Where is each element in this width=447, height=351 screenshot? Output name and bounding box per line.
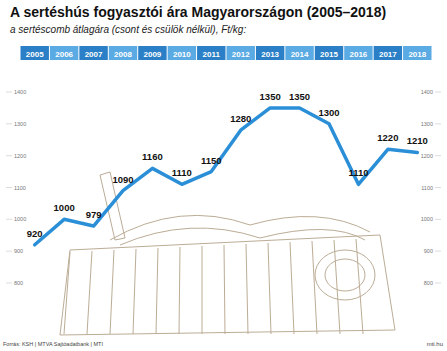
- y-tick: [6, 92, 12, 93]
- hatch: [179, 247, 180, 334]
- hatch: [334, 240, 340, 334]
- x-tick-label: 2012: [232, 50, 250, 59]
- y-tick: [435, 123, 441, 124]
- y-tick-label: 1100: [14, 185, 26, 191]
- sausage: [325, 259, 365, 291]
- x-tick-label: 2007: [85, 50, 103, 59]
- hatch: [156, 248, 158, 334]
- year-box: [227, 46, 255, 60]
- x-tick-label: 2006: [55, 50, 73, 59]
- data-label: 1110: [172, 167, 192, 178]
- hatch: [133, 249, 136, 334]
- year-box: [50, 46, 78, 60]
- year-box: [197, 46, 225, 60]
- hatch: [87, 251, 92, 334]
- x-tick-label: 2013: [261, 50, 279, 59]
- data-label: 1220: [377, 132, 398, 143]
- y-tick-label: 1400: [421, 89, 433, 95]
- y-tick: [6, 187, 12, 188]
- sausage: [315, 250, 375, 300]
- hatch: [268, 243, 271, 334]
- data-label: 1210: [407, 135, 428, 146]
- subtitle: a sertéscomb átlagára (csont és csülök n…: [10, 24, 246, 35]
- y-tick: [435, 251, 441, 252]
- y-tick-label: 800: [424, 280, 433, 286]
- y-tick: [6, 283, 12, 284]
- data-label: 1280: [230, 113, 251, 124]
- meat: [120, 228, 365, 245]
- data-label: 1350: [260, 91, 281, 102]
- x-tick-label: 2008: [114, 50, 132, 59]
- year-box: [374, 46, 402, 60]
- title: A sertéshús fogyasztói ára Magyarországo…: [10, 4, 386, 20]
- data-label: 1160: [142, 151, 163, 162]
- x-tick-label: 2017: [379, 50, 397, 59]
- y-tick-label: 1000: [14, 216, 26, 222]
- y-tick-label: 1200: [421, 153, 433, 159]
- year-box: [109, 46, 137, 60]
- data-label: 1350: [289, 91, 310, 102]
- block: [60, 235, 395, 335]
- y-tick: [435, 187, 441, 188]
- background: [0, 0, 447, 351]
- hatch: [246, 244, 248, 334]
- data-label: 979: [86, 209, 102, 220]
- data-label: 1150: [201, 155, 222, 166]
- year-box: [256, 46, 284, 60]
- data-label: 1000: [54, 202, 75, 213]
- x-tick-label: 2005: [26, 50, 44, 59]
- hatch: [64, 252, 70, 334]
- hatch: [312, 241, 317, 334]
- y-tick: [435, 92, 441, 93]
- chart: A sertéshús fogyasztói ára Magyarországo…: [0, 0, 447, 351]
- data-label: 1090: [112, 174, 133, 185]
- credit: mti.hu: [427, 341, 443, 347]
- y-tick-label: 900: [424, 248, 433, 254]
- x-tick-label: 2014: [291, 50, 309, 59]
- year-box: [315, 46, 343, 60]
- price-line: [35, 108, 418, 245]
- data-label: 1110: [348, 167, 368, 178]
- y-tick-label: 1100: [421, 185, 433, 191]
- y-tick: [435, 155, 441, 156]
- year-box: [138, 46, 166, 60]
- hatch: [290, 242, 294, 334]
- y-tick: [435, 219, 441, 220]
- plot: [35, 108, 418, 245]
- data-label: 920: [27, 228, 43, 239]
- y-tick-label: 1400: [14, 89, 26, 95]
- year-box: [285, 46, 313, 60]
- y-tick: [6, 219, 12, 220]
- x-tick-label: 2018: [408, 50, 426, 59]
- y-tick-label: 1200: [14, 153, 26, 159]
- y-tick: [6, 251, 12, 252]
- x-tick-label: 2011: [203, 50, 221, 59]
- x-tick-label: 2015: [320, 50, 338, 59]
- hatch: [224, 245, 225, 334]
- x-tick-label: 2010: [173, 50, 191, 59]
- y-tick-label: 1300: [14, 121, 26, 127]
- source: Forrás: KSH | MTVA Sajtóadatbank | MTI: [3, 341, 103, 347]
- year-box: [403, 46, 431, 60]
- y-tick-label: 1000: [421, 216, 433, 222]
- y-tick: [6, 123, 12, 124]
- y-tick-label: 800: [14, 280, 23, 286]
- y-tick-label: 900: [14, 248, 23, 254]
- year-box: [79, 46, 107, 60]
- y-tick-label: 1300: [421, 121, 433, 127]
- x-tick-label: 2009: [144, 50, 162, 59]
- hatch: [202, 246, 203, 334]
- year-box: [21, 46, 49, 60]
- illustration: [60, 172, 395, 335]
- x-tick-label: 2016: [350, 50, 368, 59]
- year-box: [168, 46, 196, 60]
- y-tick: [6, 155, 12, 156]
- meat: [110, 215, 370, 240]
- data-label: 1300: [318, 107, 339, 118]
- year-box: [344, 46, 372, 60]
- hatch: [110, 250, 114, 334]
- y-tick: [435, 283, 441, 284]
